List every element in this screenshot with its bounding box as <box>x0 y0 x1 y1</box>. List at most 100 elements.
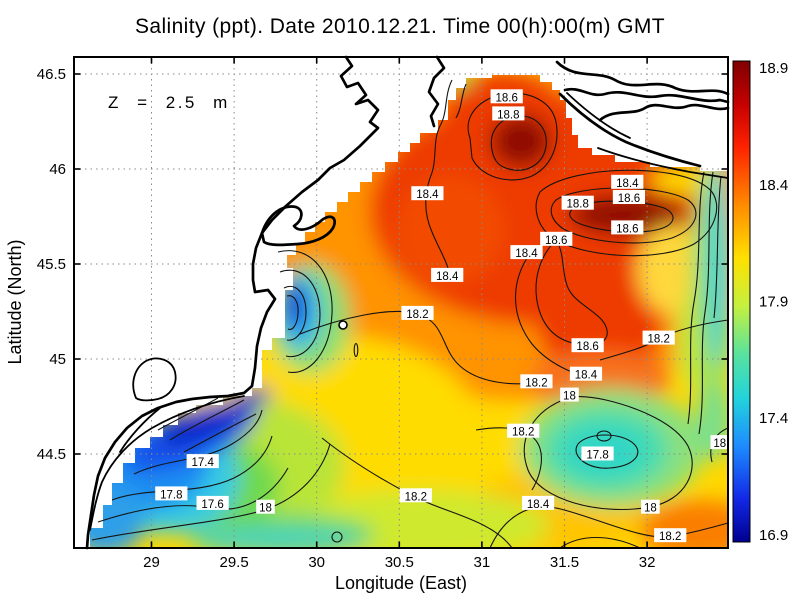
coastline-shape <box>427 55 446 128</box>
contour-label: 17.4 <box>186 454 219 469</box>
depth-annotation: Z = 2.5 m <box>108 93 230 112</box>
contour-label-box <box>641 499 660 514</box>
contour-label-box <box>411 186 444 201</box>
contour-label-text: 18.8 <box>567 199 589 211</box>
x-tick-label: 29.5 <box>219 554 248 571</box>
contour-label: 18.2 <box>401 305 434 321</box>
contour-label: 18.8 <box>492 106 525 121</box>
contour-label: 17.6 <box>196 495 229 511</box>
coastline-shape <box>132 357 177 402</box>
contour-label-text: 18.6 <box>618 193 640 205</box>
x-axis-label: Longitude (East) <box>335 573 467 593</box>
contour-label-box <box>612 190 646 204</box>
contour-label: 18 <box>256 499 275 515</box>
contour-label-box <box>510 245 543 260</box>
contour-label-text: 18.2 <box>406 309 428 321</box>
x-tick-label: 29 <box>143 554 160 571</box>
coastline-shape <box>260 205 336 247</box>
colorbar-tick-label: 16.9 <box>759 527 788 544</box>
y-tick-label: 46 <box>49 161 66 178</box>
coastline-shape <box>89 395 245 531</box>
contour-label: 17.8 <box>155 486 188 501</box>
contour-label: 18.2 <box>507 423 540 439</box>
contour-label-text: 18.2 <box>525 377 547 389</box>
y-tick-label: 46.5 <box>37 66 66 83</box>
contour-lines-shape <box>455 83 467 119</box>
contour-label-text: 18.6 <box>576 341 598 353</box>
contour-lines-shape <box>279 269 321 358</box>
coastline-shape <box>566 92 631 139</box>
contour-label-text: 18 <box>713 438 726 450</box>
contour-lines-shape <box>111 435 273 501</box>
contour-label: 18.6 <box>540 231 573 247</box>
coastline-shape <box>119 407 161 453</box>
contour-label-text: 18.6 <box>616 223 638 235</box>
coastline-shape <box>85 55 380 550</box>
island <box>338 320 348 330</box>
contour-lines-shape <box>425 79 453 283</box>
contour-label-text: 18.4 <box>527 499 550 511</box>
contour-label: 18.4 <box>521 495 555 511</box>
contour-label: 17.8 <box>581 446 614 462</box>
coastline-shape <box>597 147 729 179</box>
grid-lines <box>74 57 728 548</box>
y-tick-label: 44.5 <box>37 446 66 463</box>
y-axis-label: Latitude (North) <box>5 239 25 364</box>
contour-label: 18.6 <box>612 190 646 205</box>
contour-lines-shape <box>575 434 639 469</box>
contour-lines-shape <box>687 171 705 425</box>
contour-lines-shape <box>157 397 219 431</box>
x-tick-label: 30 <box>308 554 325 571</box>
contour-labels: 18.6 18.8 18.4 18.4 18.6 18.8 18.6 18.6 18.4 18.4… <box>155 89 730 543</box>
contour-label-text: 18.2 <box>659 531 681 543</box>
contour-lines-shape <box>489 506 729 549</box>
contour-label: 18 <box>560 387 579 403</box>
contour-label: 18.4 <box>431 267 464 283</box>
contour-label-text: 18.2 <box>512 427 534 439</box>
contour-lines-shape <box>133 409 263 475</box>
contour-label-text: 18 <box>563 391 576 403</box>
contour-lines-shape <box>353 342 359 358</box>
contour-lines-shape <box>535 239 608 346</box>
contour-label: 18.2 <box>520 374 553 389</box>
contour-label-box <box>642 330 675 345</box>
x-tick-label: 32 <box>639 554 656 571</box>
x-tick-label: 30.5 <box>385 554 414 571</box>
contour-label-box <box>186 454 219 469</box>
contour-lines-shape <box>698 171 714 435</box>
contour-lines-shape <box>523 395 693 510</box>
contour-label-box <box>520 374 553 389</box>
contour-label-text: 18.2 <box>647 334 669 346</box>
contour-lines-shape <box>183 413 257 453</box>
contour-label: 18.6 <box>611 220 644 235</box>
contour-label: 18.4 <box>411 186 444 201</box>
sea-color-field-shape-shape <box>286 286 300 318</box>
axis-ticks: 29 29.5 30 30.5 31 31.5 32 44.5 45 45.5 46 46.5 <box>37 57 728 571</box>
contour-label-box <box>492 106 525 121</box>
x-tick-label: 31 <box>474 554 491 571</box>
axes: 29 29.5 30 30.5 31 31.5 32 44.5 45 45.5 46 46.5 Lon… <box>5 56 729 593</box>
contour-lines-shape <box>596 430 612 442</box>
contour-label-text: 17.4 <box>192 457 215 469</box>
colorbar-gradient <box>732 60 751 543</box>
contour-label-box <box>710 435 730 450</box>
colorbar-tick-labels: 18.9 18.4 17.9 17.4 16.9 <box>759 60 788 544</box>
coastline <box>85 55 730 550</box>
sea-color-field-shape-shape <box>190 530 360 548</box>
contour-label-box <box>401 305 434 320</box>
contour-label-box <box>155 486 188 501</box>
plot-title: Salinity (ppt). Date 2010.12.21. Time 00… <box>135 15 665 38</box>
contour-label-box <box>569 366 603 381</box>
contour-label: 18.4 <box>569 366 603 382</box>
y-tick-label: 45.5 <box>37 256 66 273</box>
coastline-shape <box>558 92 702 168</box>
sea-color-field-shape-shape <box>637 225 707 315</box>
contour-label-text: 18.6 <box>495 92 517 104</box>
contour-label: 18.4 <box>611 174 644 190</box>
contour-label-text: 17.8 <box>586 450 608 462</box>
contour-label-box <box>561 195 594 210</box>
coastline-shape <box>598 103 730 122</box>
contour-label-text: 18.6 <box>545 235 567 247</box>
contour-label-box <box>256 499 275 514</box>
